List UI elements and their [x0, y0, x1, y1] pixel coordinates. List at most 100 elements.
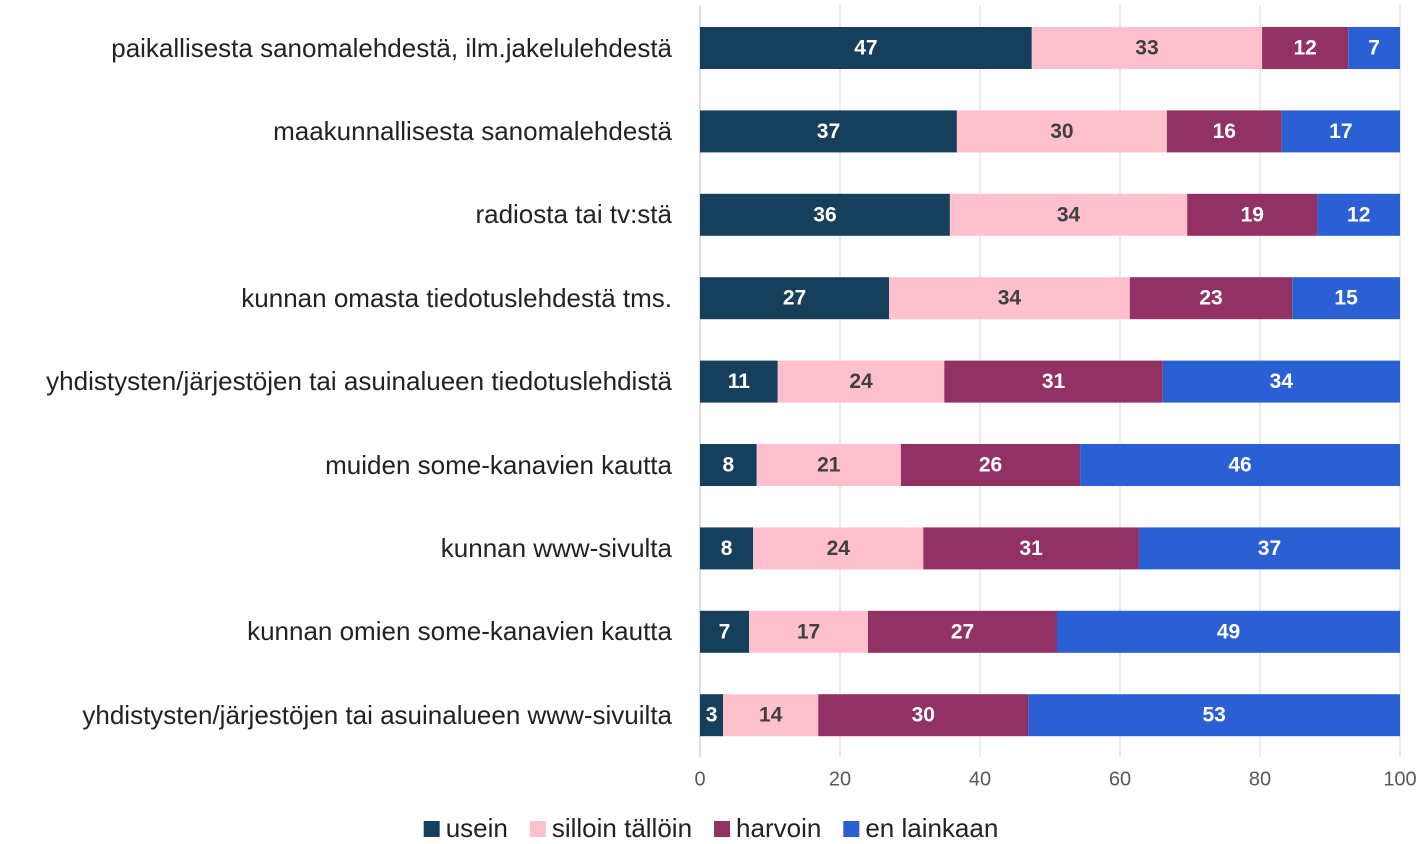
bar-segment	[1138, 527, 1400, 570]
data-label: 36	[813, 203, 836, 226]
bar-segment	[700, 110, 957, 153]
data-label: 53	[1202, 704, 1225, 727]
data-label: 24	[849, 370, 873, 393]
legend-label: usein	[446, 813, 508, 843]
data-label: 15	[1334, 287, 1358, 310]
legend-swatch	[529, 821, 546, 837]
data-label: 33	[1135, 37, 1158, 60]
data-label: 34	[1270, 370, 1294, 393]
data-label: 17	[797, 620, 820, 643]
y-tick-label: kunnan www-sivulta	[440, 532, 672, 563]
bar-segment	[700, 27, 1032, 69]
bar-segment	[1187, 193, 1318, 236]
data-label: 49	[1217, 620, 1240, 643]
y-tick-label: maakunnallisesta sanomalehdestä	[273, 115, 672, 146]
y-tick-label: paikallisesta sanomalehdestä, ilm.jakelu…	[111, 32, 672, 63]
bar-segment	[1166, 110, 1282, 153]
bar-segment	[700, 193, 950, 236]
bar-segment	[1162, 360, 1400, 403]
bar-segment	[777, 360, 945, 403]
bar-segment	[1281, 110, 1400, 153]
y-tick-label-box: kunnan omasta tiedotuslehdestä tms.	[0, 258, 672, 338]
data-label: 26	[979, 454, 1002, 477]
bar-segment	[700, 527, 754, 570]
bar-segment	[944, 360, 1163, 403]
data-label: 30	[1050, 120, 1073, 143]
data-label: 30	[912, 704, 935, 727]
bar-segment	[818, 694, 1029, 737]
bar-segment	[1317, 193, 1400, 236]
data-label: 12	[1347, 203, 1370, 226]
bar-segment	[700, 694, 724, 737]
legend-swatch	[714, 821, 731, 837]
bar-segment	[1028, 694, 1400, 737]
x-tick-label: 60	[1109, 768, 1131, 790]
bar-segment	[949, 193, 1188, 236]
y-tick-label-box: yhdistysten/järjestöjen tai asuinalueen …	[0, 342, 672, 422]
data-label: 34	[998, 287, 1022, 310]
bar-segment	[889, 277, 1130, 320]
legend-label: harvoin	[736, 813, 821, 843]
bar-segment	[900, 444, 1081, 486]
bar-segment	[1057, 610, 1400, 653]
x-tick-label: 100	[1383, 768, 1416, 790]
data-label: 3	[706, 704, 718, 727]
data-label: 24	[827, 537, 851, 560]
bar-segment	[923, 527, 1139, 570]
bar-segment	[700, 360, 778, 403]
bar-segment	[756, 444, 901, 486]
y-tick-label-box: paikallisesta sanomalehdestä, ilm.jakelu…	[0, 8, 672, 88]
data-label: 37	[1258, 537, 1281, 560]
data-label: 12	[1293, 37, 1316, 60]
bar-segment	[749, 610, 868, 653]
y-tick-label: radiosta tai tv:stä	[475, 199, 672, 230]
data-label: 11	[728, 370, 751, 393]
y-tick-label: muiden some-kanavien kautta	[325, 449, 672, 480]
bar-segment	[753, 527, 924, 570]
y-tick-label-box: muiden some-kanavien kautta	[0, 425, 672, 505]
bar-segment	[700, 277, 889, 320]
y-tick-label: kunnan omasta tiedotuslehdestä tms.	[241, 282, 672, 313]
y-tick-label: yhdistysten/järjestöjen tai asuinalueen …	[46, 366, 672, 397]
x-tick-label: 80	[1249, 768, 1271, 790]
y-tick-label-box: maakunnallisesta sanomalehdestä	[0, 91, 672, 171]
bar-segment	[868, 610, 1057, 653]
data-label: 31	[1019, 537, 1043, 560]
x-tick-label: 40	[969, 768, 991, 790]
data-label: 46	[1228, 454, 1251, 477]
legend-swatch	[423, 821, 440, 837]
legend-label: silloin tällöin	[552, 813, 692, 843]
y-tick-label-box: kunnan omien some-kanavien kautta	[0, 592, 672, 672]
data-label: 16	[1213, 120, 1236, 143]
data-label: 27	[783, 287, 806, 310]
bar-segment	[1292, 277, 1400, 320]
data-label: 37	[817, 120, 840, 143]
data-label: 21	[817, 454, 841, 477]
legend-swatch	[843, 821, 860, 837]
y-tick-label: yhdistysten/järjestöjen tai asuinalueen …	[82, 699, 672, 730]
bar-segment	[700, 610, 749, 653]
bar-segment	[1080, 444, 1400, 486]
data-label: 34	[1057, 203, 1081, 226]
y-tick-label-box: yhdistysten/järjestöjen tai asuinalueen …	[0, 675, 672, 755]
data-label: 27	[951, 620, 974, 643]
data-label: 8	[721, 537, 733, 560]
data-label: 14	[759, 704, 783, 727]
bar-segment	[700, 444, 757, 486]
bar-segment	[956, 110, 1167, 153]
data-label: 47	[854, 37, 877, 60]
data-label: 7	[719, 620, 731, 643]
bar-segment	[1129, 277, 1293, 320]
bar-segment	[1031, 27, 1263, 69]
data-label: 19	[1241, 203, 1264, 226]
x-tick-label: 20	[829, 768, 851, 790]
data-label: 7	[1368, 37, 1380, 60]
y-tick-label-box: radiosta tai tv:stä	[0, 175, 672, 255]
bar-segment	[1348, 27, 1400, 69]
x-tick-label: 0	[694, 768, 705, 790]
y-tick-label-box: kunnan www-sivulta	[0, 508, 672, 588]
bar-segment	[1262, 27, 1349, 69]
data-label: 31	[1042, 370, 1066, 393]
